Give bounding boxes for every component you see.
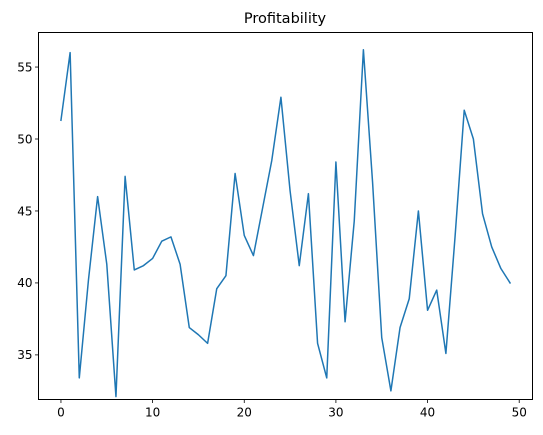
plot-area — [60, 49, 512, 398]
y-tick-label: 40 — [17, 276, 32, 290]
series-line — [60, 49, 512, 398]
x-tick-label: 30 — [328, 406, 343, 420]
x-tick-label: 20 — [237, 406, 252, 420]
x-axis: 0 10 20 30 40 50 — [57, 399, 527, 420]
y-tick-label: 55 — [17, 60, 32, 74]
chart-title: Profitability — [244, 11, 327, 27]
axes-frame — [38, 32, 533, 400]
y-tick-label: 35 — [17, 348, 32, 362]
y-tick-label: 45 — [17, 204, 32, 218]
x-tick-label: 10 — [145, 406, 160, 420]
y-axis: 35 40 45 50 55 — [17, 60, 39, 362]
x-tick-label: 0 — [57, 406, 65, 420]
x-tick-label: 50 — [512, 406, 527, 420]
y-tick-label: 50 — [17, 132, 32, 146]
x-tick-label: 40 — [420, 406, 435, 420]
